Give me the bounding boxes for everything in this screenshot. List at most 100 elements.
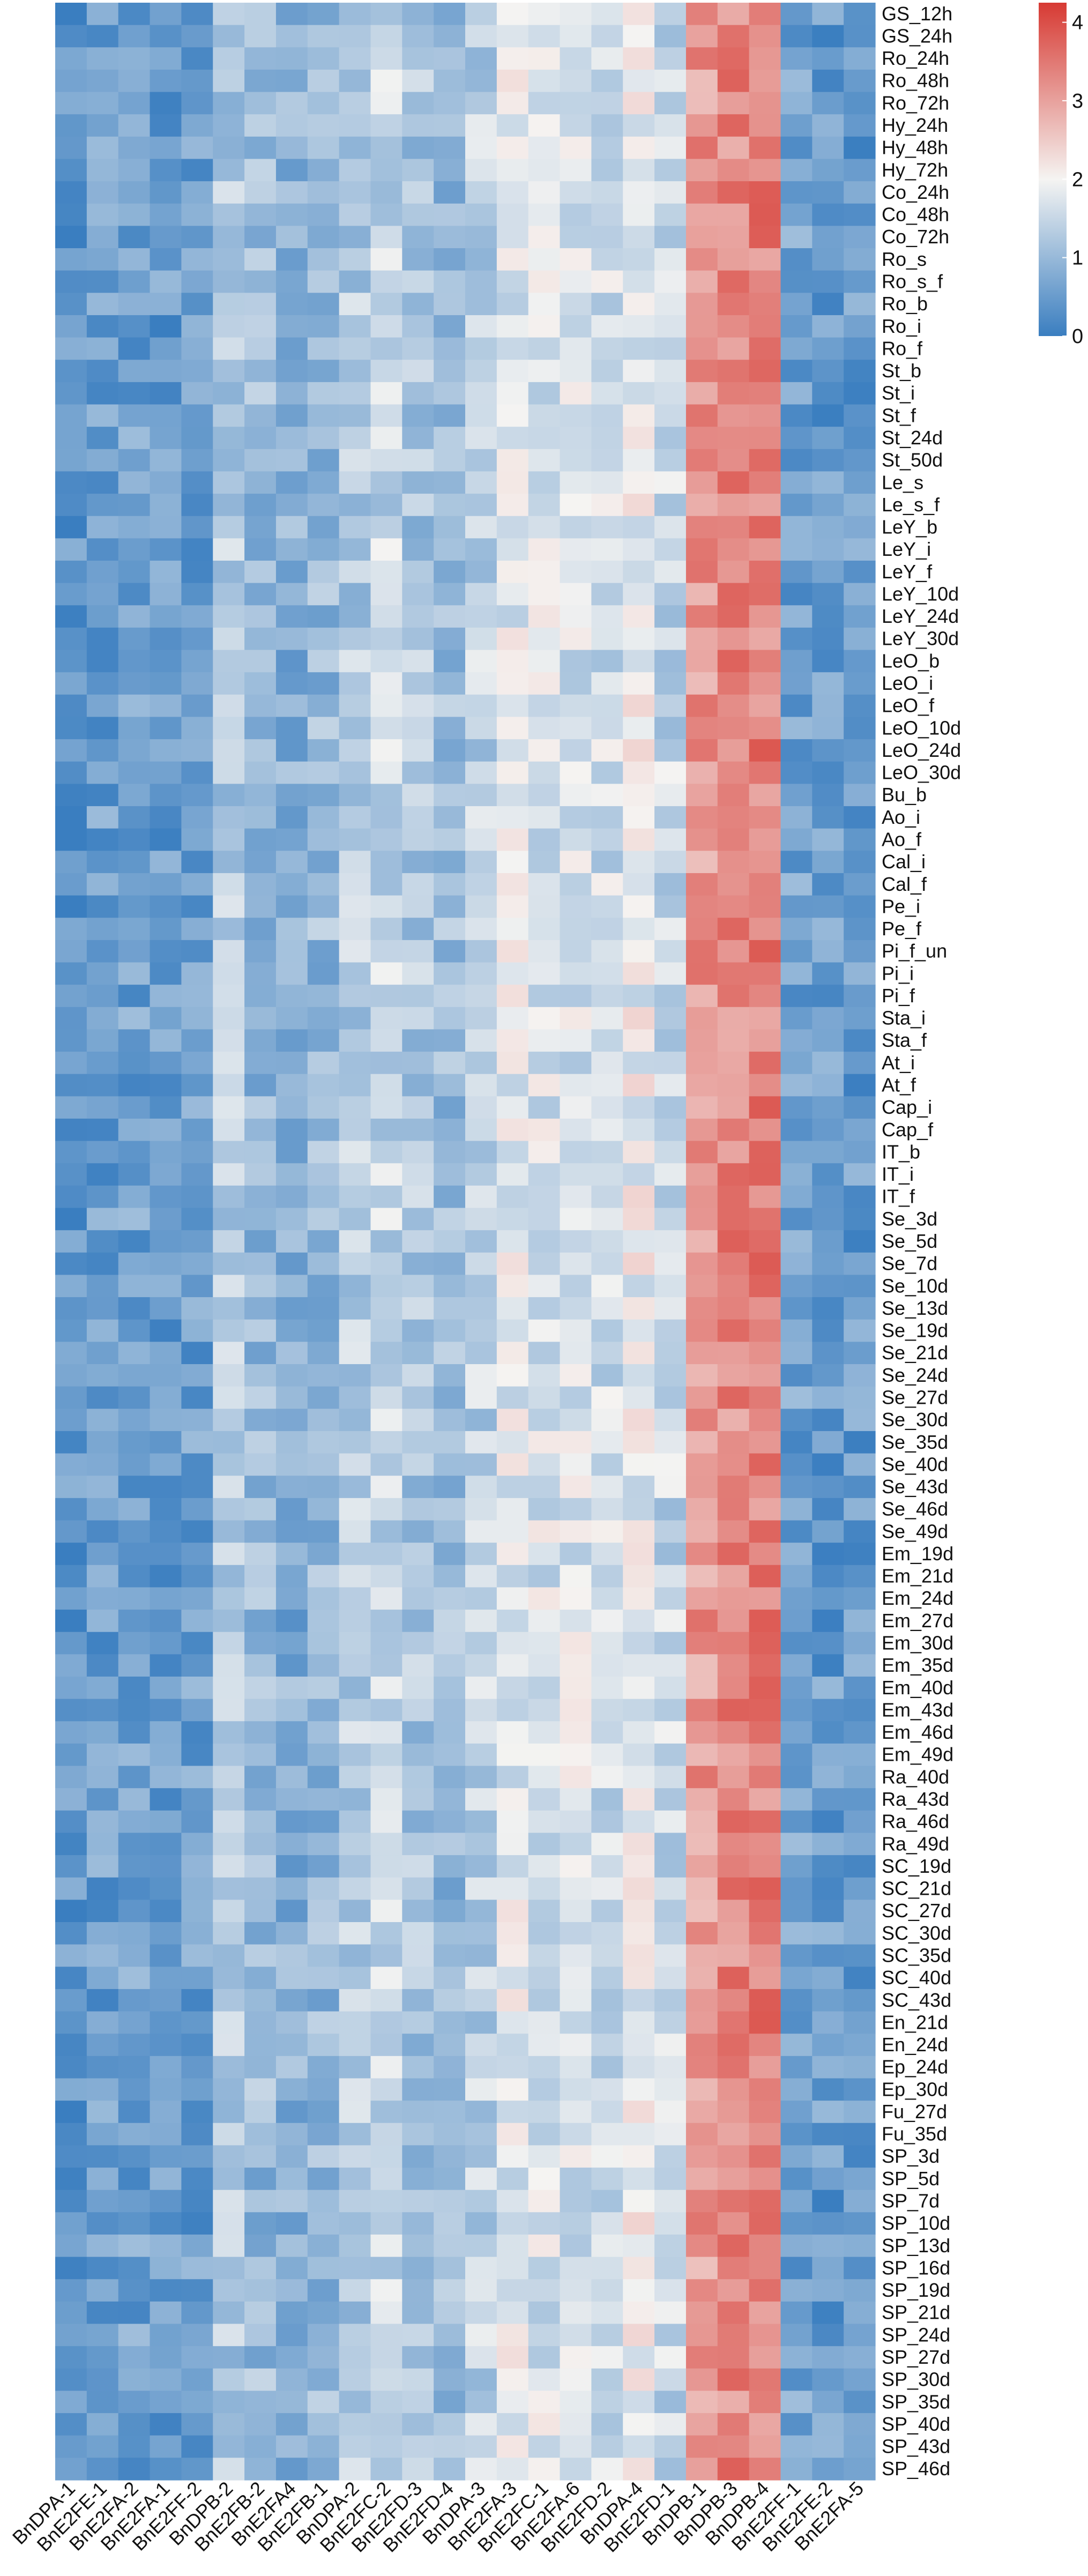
heatmap-cell — [86, 2168, 119, 2191]
heatmap-cell — [370, 203, 403, 226]
heatmap-cell — [654, 583, 687, 606]
heatmap-cell — [465, 1386, 497, 1409]
heatmap-cell — [339, 1007, 371, 1030]
heatmap-cell — [118, 583, 151, 606]
heatmap-cell — [560, 293, 592, 316]
heatmap-cell — [749, 2212, 781, 2235]
heatmap-cell — [244, 895, 277, 918]
heatmap-cell — [844, 605, 876, 628]
heatmap-cell — [844, 1877, 876, 1900]
heatmap-cell — [496, 918, 529, 941]
heatmap-cell — [55, 293, 87, 316]
heatmap-cell — [560, 25, 592, 48]
heatmap-cell — [244, 761, 277, 784]
heatmap-cell — [560, 1096, 592, 1119]
row-label: Se_24d — [882, 1364, 948, 1386]
heatmap-cell — [370, 1386, 403, 1409]
heatmap-cell — [591, 560, 623, 584]
heatmap-cell — [150, 1275, 182, 1298]
heatmap-cell — [496, 1967, 529, 1990]
heatmap-cell — [528, 873, 561, 896]
row-label: SP_46d — [882, 2458, 950, 2480]
heatmap-cell — [465, 1476, 497, 1499]
heatmap-cell — [244, 1342, 277, 1365]
heatmap-cell — [339, 92, 371, 115]
heatmap-cell — [844, 1565, 876, 1588]
heatmap-cell — [339, 2190, 371, 2213]
heatmap-cell — [844, 784, 876, 807]
heatmap-cell — [86, 1453, 119, 1476]
heatmap-cell — [370, 1118, 403, 1142]
heatmap-cell — [780, 1654, 813, 1677]
heatmap-cell — [717, 427, 750, 450]
heatmap-cell — [685, 2212, 718, 2235]
heatmap-cell — [623, 739, 655, 762]
heatmap-cell — [434, 315, 466, 338]
heatmap-cell — [623, 1877, 655, 1900]
heatmap-cell — [55, 270, 87, 293]
heatmap-cell — [118, 315, 151, 338]
heatmap-cell — [213, 1922, 245, 1945]
heatmap-cell — [244, 2435, 277, 2458]
heatmap-cell — [55, 1297, 87, 1320]
heatmap-cell — [181, 471, 213, 494]
heatmap-cell — [86, 360, 119, 383]
heatmap-cell — [339, 1052, 371, 1075]
row-label: Cal_i — [882, 851, 926, 873]
heatmap-cell — [55, 2458, 87, 2481]
heatmap-cell — [370, 694, 403, 718]
heatmap-cell — [244, 427, 277, 450]
heatmap-cell — [181, 1342, 213, 1365]
heatmap-cell — [339, 1386, 371, 1409]
heatmap-cell — [685, 627, 718, 651]
heatmap-cell — [55, 1543, 87, 1566]
heatmap-cell — [496, 1944, 529, 1967]
row-label: LeO_f — [882, 695, 935, 717]
heatmap-cell — [55, 1230, 87, 1253]
heatmap-cell — [749, 2458, 781, 2481]
heatmap-cell — [812, 1052, 844, 1075]
heatmap-cell — [339, 1453, 371, 1476]
heatmap-cell — [244, 918, 277, 941]
heatmap-cell — [150, 293, 182, 316]
heatmap-cell — [370, 1788, 403, 1811]
heatmap-cell — [402, 92, 434, 115]
heatmap-cell — [434, 2168, 466, 2191]
heatmap-cell — [749, 270, 781, 293]
heatmap-cell — [560, 2368, 592, 2392]
heatmap-cell — [844, 337, 876, 360]
heatmap-cell — [402, 360, 434, 383]
heatmap-cell — [118, 1543, 151, 1566]
heatmap-cell — [55, 2168, 87, 2191]
heatmap-cell — [339, 1029, 371, 1052]
heatmap-cell — [812, 69, 844, 93]
heatmap-cell — [86, 2458, 119, 2481]
heatmap-cell — [118, 181, 151, 204]
heatmap-cell — [213, 940, 245, 963]
heatmap-cell — [780, 1900, 813, 1923]
heatmap-cell — [623, 784, 655, 807]
heatmap-cell — [528, 449, 561, 472]
heatmap-cell — [213, 1230, 245, 1253]
heatmap-cell — [528, 2257, 561, 2280]
heatmap-cell — [86, 1967, 119, 1990]
heatmap-cell — [654, 2257, 687, 2280]
heatmap-cell — [717, 895, 750, 918]
heatmap-cell — [623, 471, 655, 494]
heatmap-cell — [213, 2168, 245, 2191]
heatmap-cell — [307, 1721, 340, 1744]
heatmap-cell — [86, 2034, 119, 2057]
heatmap-cell — [780, 1163, 813, 1186]
heatmap-cell — [150, 1654, 182, 1677]
heatmap-cell — [749, 627, 781, 651]
heatmap-cell — [654, 25, 687, 48]
heatmap-cell — [402, 1743, 434, 1767]
heatmap-cell — [434, 2101, 466, 2124]
heatmap-cell — [55, 1855, 87, 1878]
heatmap-cell — [654, 1967, 687, 1990]
heatmap-cell — [339, 1074, 371, 1097]
heatmap-cell — [749, 449, 781, 472]
heatmap-cell — [275, 806, 308, 829]
heatmap-cell — [275, 2458, 308, 2481]
heatmap-cell — [307, 1543, 340, 1566]
